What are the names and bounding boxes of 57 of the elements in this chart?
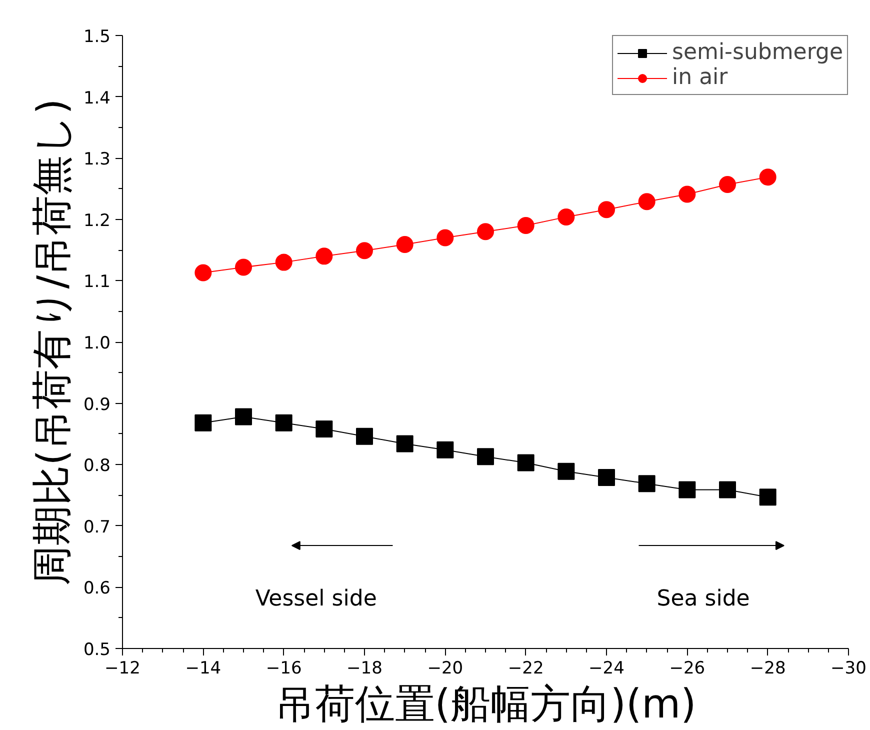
point <box>558 462 575 480</box>
legend-label: semi-submerge <box>672 40 843 65</box>
y-tick-label: 1.1 <box>83 272 111 292</box>
point <box>558 208 575 226</box>
point <box>678 481 696 498</box>
x-tick-label: −14 <box>185 658 222 678</box>
y-tick-label: 1.5 <box>83 27 111 47</box>
point <box>759 168 776 186</box>
y-tick-label: 0.7 <box>83 517 111 538</box>
y-tick-label: 1.2 <box>83 210 111 231</box>
point <box>759 488 776 506</box>
point <box>638 475 656 492</box>
legend-label: in air <box>672 65 728 90</box>
x-tick-label: −30 <box>830 658 866 678</box>
y-tick-label: 0.6 <box>83 578 111 599</box>
point <box>235 258 252 276</box>
point <box>436 229 454 246</box>
x-tick-label: −26 <box>669 658 706 678</box>
point <box>356 428 373 445</box>
y-tick-label: 0.5 <box>83 640 111 660</box>
y-tick-label: 1.3 <box>83 150 111 170</box>
x-tick-label: −22 <box>508 658 544 678</box>
point <box>316 248 333 265</box>
x-tick-label: −20 <box>427 658 464 678</box>
x-tick-label: −24 <box>588 658 624 678</box>
x-tick-label: −16 <box>266 658 302 678</box>
point <box>598 201 615 218</box>
point <box>194 414 212 432</box>
point <box>396 435 414 452</box>
point <box>719 176 736 193</box>
point <box>517 454 534 472</box>
point <box>275 254 292 271</box>
point <box>235 408 252 426</box>
y-tick-label: 1.0 <box>83 334 111 354</box>
y-tick-label: 1.4 <box>83 88 111 108</box>
annotation: Vessel side <box>255 586 377 612</box>
point <box>477 223 494 240</box>
point <box>598 468 615 486</box>
y-tick-label: 0.8 <box>83 456 111 476</box>
point <box>477 448 494 466</box>
annotation: Sea side <box>656 586 750 612</box>
y-axis-title: 周期比(吊荷有り/吊荷無し) <box>29 98 76 586</box>
point <box>638 193 656 210</box>
x-tick-label: −18 <box>346 658 382 678</box>
point <box>678 186 696 203</box>
point <box>316 420 333 438</box>
point <box>356 242 373 260</box>
point <box>436 441 454 458</box>
x-tick-label: −12 <box>104 658 140 678</box>
point <box>396 236 414 254</box>
y-tick-label: 0.9 <box>83 394 111 415</box>
point <box>275 414 292 432</box>
point <box>719 481 736 498</box>
x-tick-label: −28 <box>750 658 786 678</box>
point <box>517 217 534 234</box>
point <box>194 264 212 282</box>
x-axis-title: 吊荷位置(船幅方向)(m) <box>274 682 696 728</box>
